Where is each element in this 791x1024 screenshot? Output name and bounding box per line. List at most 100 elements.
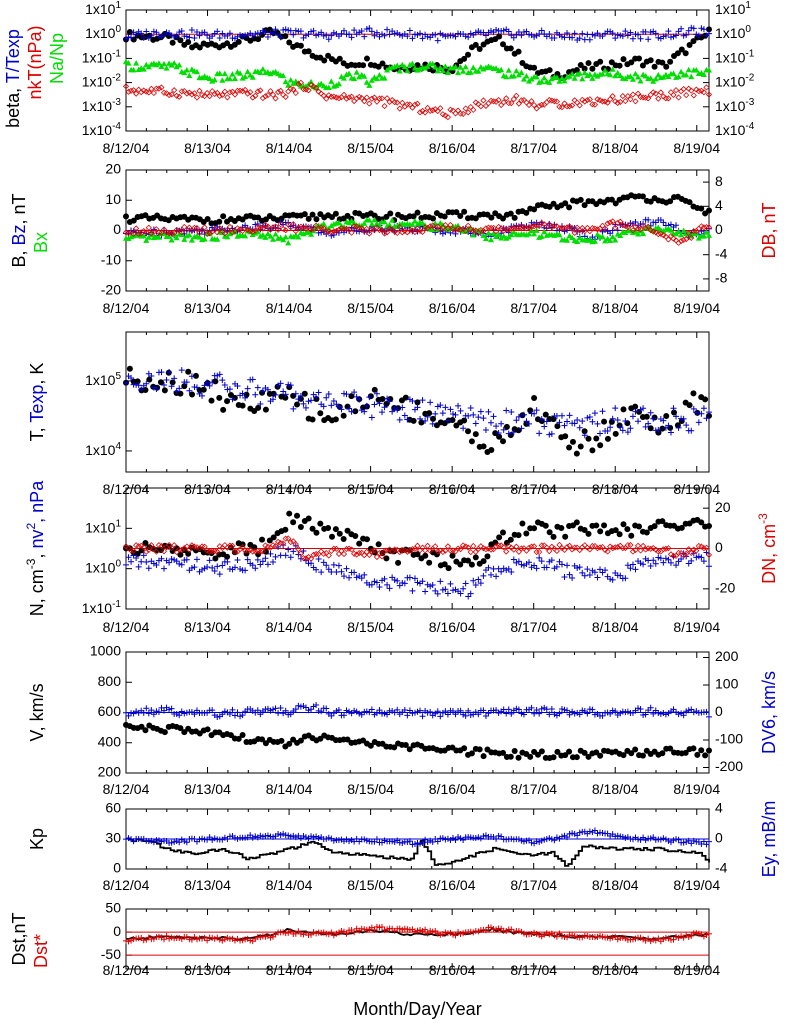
data-point-bx <box>510 228 517 235</box>
data-point-texp <box>594 420 601 427</box>
data-point-dst- <box>419 928 426 935</box>
data-point-dst- <box>551 932 558 939</box>
data-point-dn <box>198 543 206 550</box>
data-point-dst- <box>313 930 320 937</box>
data-point-dn <box>531 543 538 550</box>
data-point-nkt <box>493 98 500 105</box>
data-point-t <box>169 379 176 386</box>
data-point-db <box>135 230 142 237</box>
data-point-db <box>292 228 299 235</box>
data-point-t-texp <box>645 36 652 43</box>
data-point-b <box>220 213 227 220</box>
data-point-dv6 <box>419 713 426 720</box>
data-point-dst- <box>247 937 254 944</box>
data-point-bz <box>667 221 674 228</box>
data-point-db <box>427 223 434 230</box>
data-point-beta <box>659 59 666 66</box>
data-point-nkt <box>130 87 137 94</box>
data-point-dn <box>310 551 317 558</box>
data-point-db <box>128 229 135 236</box>
data-point-n <box>643 529 650 536</box>
data-point-nkt <box>454 107 462 114</box>
data-point-nv2 <box>346 574 353 581</box>
data-point-texp <box>401 412 408 419</box>
data-point-v <box>554 748 561 755</box>
data-point-dv6 <box>437 713 444 720</box>
data-point-dv6 <box>150 711 157 718</box>
data-point-db <box>475 229 482 237</box>
data-point-nv2 <box>655 554 662 561</box>
data-point-t-texp <box>685 27 692 34</box>
data-point-nkt <box>538 101 545 108</box>
data-point-na-np <box>163 65 170 71</box>
data-point-texp <box>488 419 495 426</box>
y-axis-label-2: Dst* <box>31 934 51 968</box>
data-point-ey <box>155 837 162 844</box>
data-point-dn <box>145 546 152 554</box>
data-point-beta <box>282 33 289 40</box>
data-point-nv2 <box>158 555 165 562</box>
data-point-texp <box>168 383 175 390</box>
data-point-nkt <box>622 98 629 105</box>
data-point-b <box>313 216 320 223</box>
data-point-nkt <box>353 95 360 102</box>
data-point-texp <box>576 424 583 431</box>
data-point-db <box>358 225 365 232</box>
data-point-dv6 <box>229 706 236 713</box>
data-point-beta <box>266 26 273 33</box>
data-point-na-np <box>135 66 142 72</box>
data-point-dst- <box>632 935 639 942</box>
data-point-texp <box>277 380 284 387</box>
data-point-beta <box>496 33 503 40</box>
data-point-nv2 <box>558 561 565 568</box>
data-point-bx <box>675 228 682 234</box>
data-point-nv2 <box>574 564 581 571</box>
data-point-dv6 <box>295 702 302 709</box>
data-point-nv2 <box>645 557 652 564</box>
data-point-db <box>505 226 512 234</box>
data-point-texp <box>475 414 482 421</box>
data-point-nv2 <box>444 590 451 597</box>
data-point-nkt <box>335 95 342 102</box>
data-point-db <box>401 227 408 234</box>
data-point-texp <box>351 389 358 396</box>
data-point-db <box>566 223 573 230</box>
data-point-dst- <box>285 929 292 936</box>
data-point-ey <box>680 839 687 846</box>
data-point-texp <box>437 402 444 409</box>
data-point-db <box>315 225 322 232</box>
data-point-nkt <box>604 99 611 106</box>
data-point-dn <box>361 552 368 559</box>
data-point-dn <box>252 548 259 555</box>
x-tick-label: 8/14/04 <box>266 300 313 316</box>
y-axis-label-right: DB, nT <box>759 202 779 258</box>
data-point-dv6 <box>536 710 543 717</box>
data-point-t-texp <box>482 32 489 39</box>
data-point-bx <box>637 227 644 234</box>
data-point-texp <box>665 422 672 429</box>
data-point-na-np <box>409 60 416 66</box>
data-point-texp <box>214 372 221 379</box>
data-point-beta <box>185 39 192 46</box>
data-point-texp <box>485 408 492 415</box>
data-point-nv2 <box>579 569 586 576</box>
data-point-nkt <box>315 88 322 95</box>
data-point-ey <box>675 836 682 843</box>
data-point-nkt <box>338 94 345 101</box>
data-point-t-texp <box>678 25 685 32</box>
data-point-ey <box>493 835 500 842</box>
data-point-n <box>500 529 507 536</box>
data-point-t-texp <box>680 32 687 39</box>
data-point-nkt <box>672 87 680 94</box>
data-point-nkt <box>665 95 672 102</box>
data-point-dn <box>470 542 477 550</box>
data-point-db <box>607 219 614 226</box>
data-point-t <box>340 412 347 419</box>
data-point-n <box>593 522 600 529</box>
data-point-t-texp <box>599 33 606 40</box>
data-point-ey <box>536 839 543 846</box>
data-point-nkt <box>576 102 583 109</box>
data-point-beta <box>585 60 592 67</box>
data-point-na-np <box>267 70 274 77</box>
